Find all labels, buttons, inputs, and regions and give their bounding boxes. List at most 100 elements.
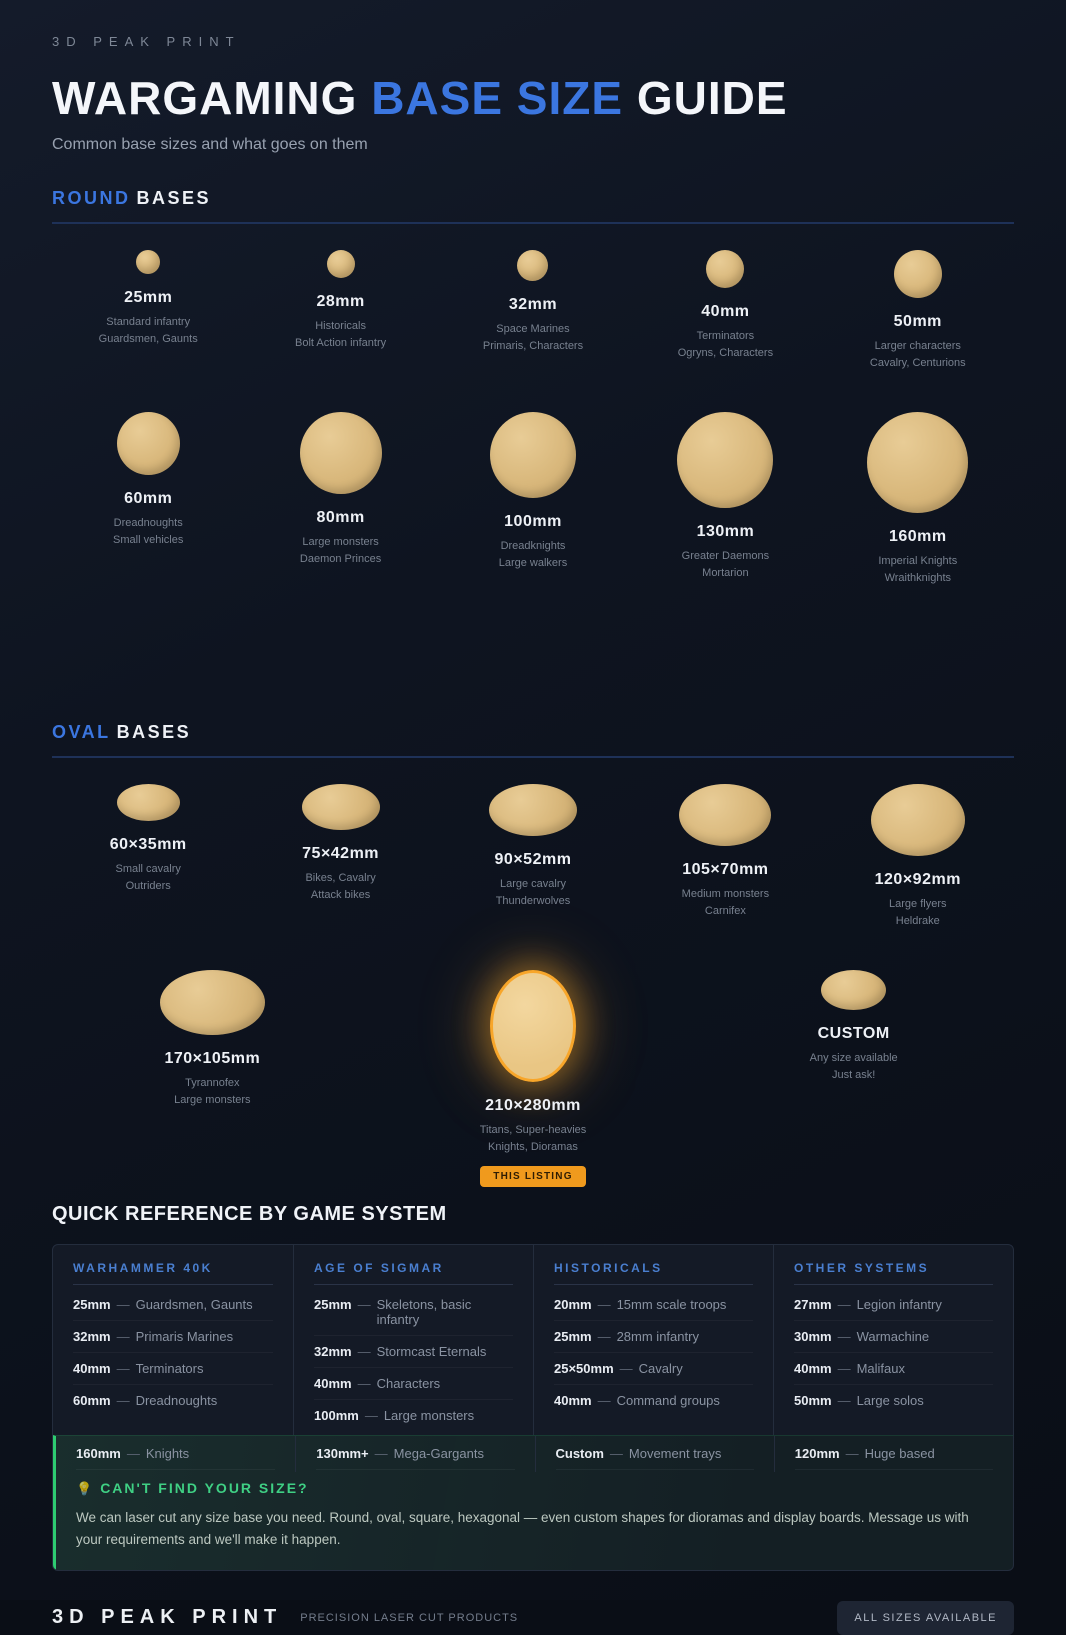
ref-row-desc: Terminators — [135, 1360, 204, 1376]
base-desc: Tyrannofex Large monsters — [174, 1075, 250, 1109]
base-size-label: 170×105mm — [164, 1049, 261, 1067]
base-size-label: 210×280mm — [485, 1096, 581, 1114]
ref-col-header: HISTORICALS — [554, 1261, 753, 1285]
ref-row-desc: Dreadnoughts — [135, 1392, 218, 1408]
ref-last-cell-age-of-sigmar: 130mm+ — Mega-Gargants — [295, 1435, 534, 1472]
base-desc: Terminators Ogryns, Characters — [678, 328, 773, 362]
oval-heading-rest: BASES — [116, 721, 192, 742]
base-desc: Bikes, Cavalry Attack bikes — [305, 870, 375, 904]
base-item-25mm: 25mm Standard infantry Guardsmen, Gaunts — [99, 249, 198, 348]
base-desc-line: Large monsters — [174, 1093, 251, 1106]
base-size-label: CUSTOM — [817, 1024, 890, 1042]
oval-base-shape-170-105mm — [159, 969, 265, 1035]
ref-row-desc: Malifaux — [856, 1360, 905, 1376]
ref-row: 25mm — Skeletons, basic infantry — [314, 1289, 513, 1336]
base-desc: Large monsters Daemon Princes — [300, 534, 381, 568]
round-row-2: 60mm Dreadnoughts Small vehicles 80mm Large … — [52, 411, 1014, 587]
base-desc-line: Terminators — [696, 329, 755, 342]
base-desc-line: Wraithknights — [884, 571, 951, 584]
base-desc-line: Larger characters — [874, 339, 961, 352]
base-item-75-42mm: 75×42mm Bikes, Cavalry Attack bikes — [301, 783, 380, 904]
base-desc-line: Just ask! — [831, 1068, 876, 1081]
ref-row-size: 100mm — [314, 1407, 359, 1423]
ref-row-separator: — — [845, 1445, 859, 1461]
ref-row-size: 32mm — [314, 1343, 352, 1359]
base-size-label: 100mm — [504, 512, 562, 530]
base-desc-line: Knights, Dioramas — [488, 1140, 578, 1153]
ref-row-separator: — — [837, 1328, 851, 1344]
base-desc-line: Ogryns, Characters — [677, 346, 774, 359]
ref-row: 40mm — Characters — [314, 1368, 513, 1400]
custom-size-callout: 160mm — Knights 130mm+ — Mega-Gargants Custom —… — [53, 1434, 1013, 1570]
oval-base-shape-120-92mm — [870, 783, 965, 856]
oval-row-2: 170×105mm Tyrannofex Large monsters 210×280… — [52, 969, 1014, 1187]
base-desc-line: Large cavalry — [499, 877, 566, 890]
ref-row: 40mm — Terminators — [73, 1353, 273, 1385]
base-size-label: 160mm — [888, 527, 947, 545]
ref-row-separator: — — [357, 1296, 371, 1312]
ref-row-separator: — — [619, 1360, 633, 1376]
callout-heading-text: CAN'T FIND YOUR SIZE? — [100, 1479, 309, 1496]
base-desc-line: Carnifex — [704, 904, 746, 917]
base-desc-line: Greater Daemons — [681, 549, 770, 562]
ref-row-separator: — — [374, 1445, 388, 1461]
page-subtitle: Common base sizes and what goes on them — [52, 135, 368, 153]
ref-row-desc: Stormcast Eternals — [376, 1343, 487, 1359]
round-base-shape-80mm — [299, 411, 382, 494]
ref-col-historicals: HISTORICALS 20mm — 15mm scale troops 25mm — 28… — [533, 1244, 773, 1435]
base-size-label: 120×92mm — [874, 870, 961, 888]
ref-row: 20mm — 15mm scale troops — [554, 1289, 753, 1321]
base-item-60mm: 60mm Dreadnoughts Small vehicles — [113, 411, 183, 549]
base-item-40mm: 40mm Terminators Ogryns, Characters — [678, 249, 773, 362]
oval-base-shape-210-280mm — [489, 969, 576, 1082]
base-item-130mm: 130mm Greater Daemons Mortarion — [677, 411, 774, 582]
ref-row: 25mm — Guardsmen, Gaunts — [73, 1289, 273, 1321]
oval-base-shape-custom — [821, 969, 887, 1010]
ref-row-size: 25×50mm — [554, 1360, 614, 1376]
oval-bases-section: OVAL BASES 60×35mm Small cavalry Outriders 7… — [52, 722, 1014, 1187]
base-desc-line: Cavalry, Centurions — [869, 356, 966, 369]
ref-row-size: 27mm — [794, 1296, 832, 1312]
callout-heading: 💡 CAN'T FIND YOUR SIZE? — [56, 1472, 1013, 1499]
round-bases-grid: 25mm Standard infantry Guardsmen, Gaunts 28… — [52, 249, 1014, 587]
base-item-custom: CUSTOM Any size available Just ask! — [810, 969, 898, 1084]
ref-row-desc: Characters — [376, 1375, 441, 1391]
round-base-shape-60mm — [116, 411, 180, 475]
base-desc-line: Historicals — [315, 319, 366, 332]
base-desc: Larger characters Cavalry, Centurions — [870, 338, 966, 372]
ref-row: 32mm — Primaris Marines — [73, 1321, 273, 1353]
ref-row-size: 25mm — [554, 1328, 592, 1344]
ref-row-desc: Huge based — [864, 1445, 935, 1461]
all-sizes-available-button[interactable]: ALL SIZES AVAILABLE — [837, 1600, 1014, 1635]
base-size-label: 80mm — [316, 508, 365, 526]
ref-row-size: 40mm — [314, 1375, 352, 1391]
base-desc-line: Heldrake — [895, 914, 940, 927]
base-size-label: 50mm — [893, 312, 942, 330]
ref-row: 100mm — Large monsters — [314, 1400, 513, 1431]
ref-row-separator: — — [116, 1360, 130, 1376]
round-heading-rest: BASES — [136, 187, 212, 208]
ref-row-separator: — — [116, 1328, 130, 1344]
ref-row: 120mm — Huge based — [794, 1438, 993, 1470]
oval-row-1: 60×35mm Small cavalry Outriders 75×42mm Bike… — [52, 783, 1014, 930]
ref-row-separator: — — [116, 1392, 130, 1408]
base-desc: Greater Daemons Mortarion — [682, 548, 769, 582]
ref-row: 25×50mm — Cavalry — [554, 1353, 753, 1385]
ref-row-desc: Knights — [145, 1445, 190, 1461]
base-size-label: 90×52mm — [494, 850, 572, 868]
base-item-90-52mm: 90×52mm Large cavalry Thunderwolves — [488, 783, 577, 910]
oval-base-shape-90-52mm — [488, 783, 577, 836]
ref-row: 130mm+ — Mega-Gargants — [316, 1438, 515, 1470]
base-desc: Dreadnoughts Small vehicles — [113, 515, 183, 549]
title-suffix: GUIDE — [636, 72, 788, 124]
ref-col-other-systems: OTHER SYSTEMS 27mm — Legion infantry 30mm — Wa… — [773, 1244, 1013, 1435]
base-desc: Standard infantry Guardsmen, Gaunts — [99, 314, 198, 348]
base-desc-line: Dreadknights — [500, 539, 566, 552]
base-desc-line: Small cavalry — [115, 862, 181, 875]
ref-row-desc: Skeletons, basic infantry — [376, 1296, 472, 1327]
base-desc: Large flyers Heldrake — [889, 896, 946, 930]
ref-row-desc: Large monsters — [383, 1407, 475, 1423]
ref-col-header: AGE OF SIGMAR — [314, 1261, 513, 1285]
base-desc: Medium monsters Carnifex — [682, 886, 769, 920]
base-desc: Small cavalry Outriders — [115, 861, 180, 895]
